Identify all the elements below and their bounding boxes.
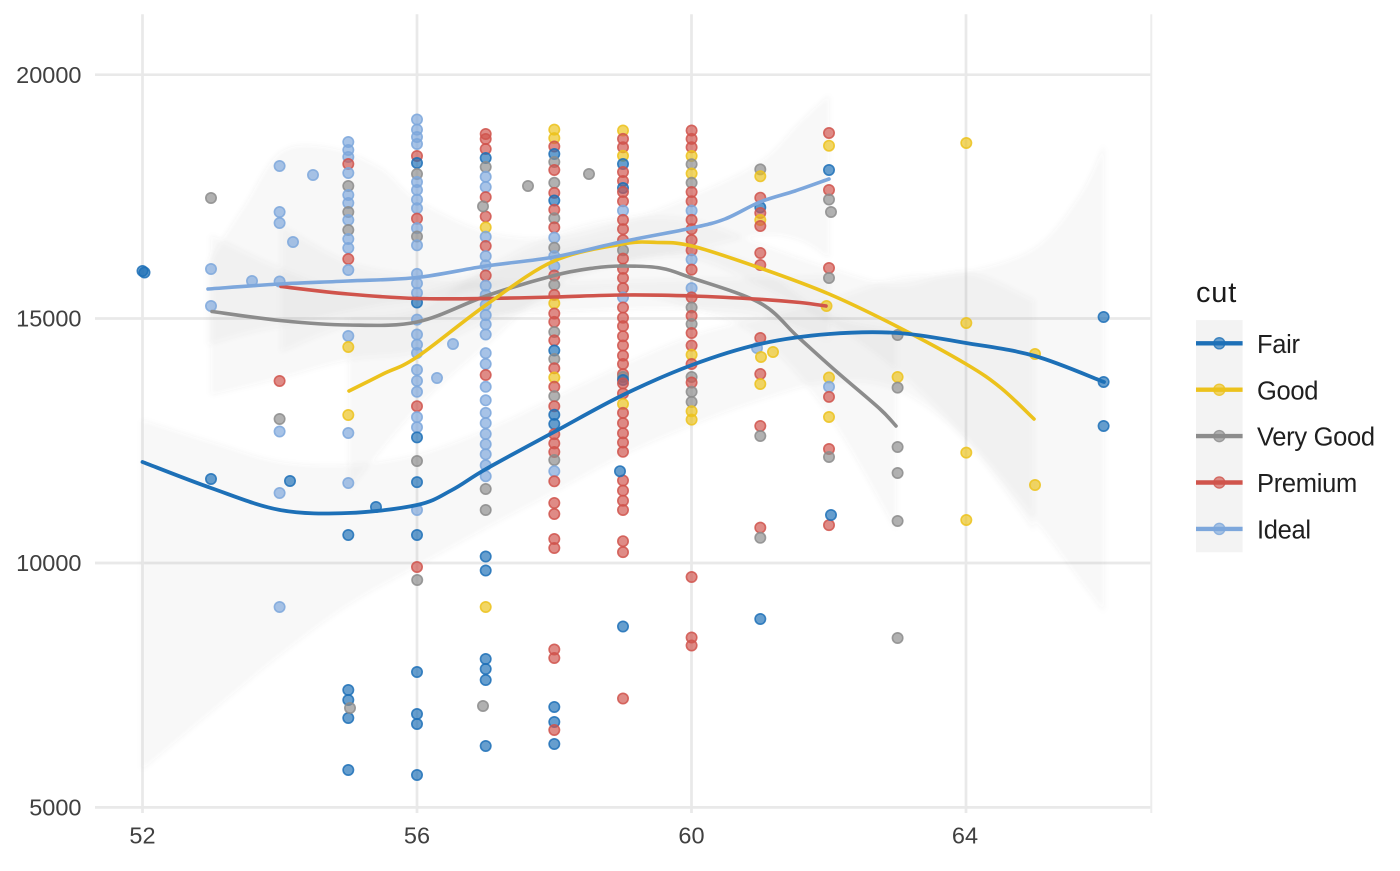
svg-text:Fair: Fair: [1257, 331, 1301, 359]
svg-text:cut: cut: [1196, 277, 1237, 309]
svg-text:Very Good: Very Good: [1257, 424, 1375, 452]
svg-text:Premium: Premium: [1257, 470, 1357, 498]
svg-text:Ideal: Ideal: [1257, 517, 1311, 545]
svg-text:15000: 15000: [16, 306, 81, 332]
svg-text:64: 64: [952, 823, 978, 849]
svg-text:60: 60: [678, 823, 704, 849]
svg-text:52: 52: [129, 823, 155, 849]
svg-text:Good: Good: [1257, 377, 1318, 405]
svg-text:10000: 10000: [16, 550, 81, 576]
svg-text:56: 56: [404, 823, 430, 849]
svg-text:20000: 20000: [16, 62, 81, 88]
svg-text:5000: 5000: [29, 795, 81, 821]
